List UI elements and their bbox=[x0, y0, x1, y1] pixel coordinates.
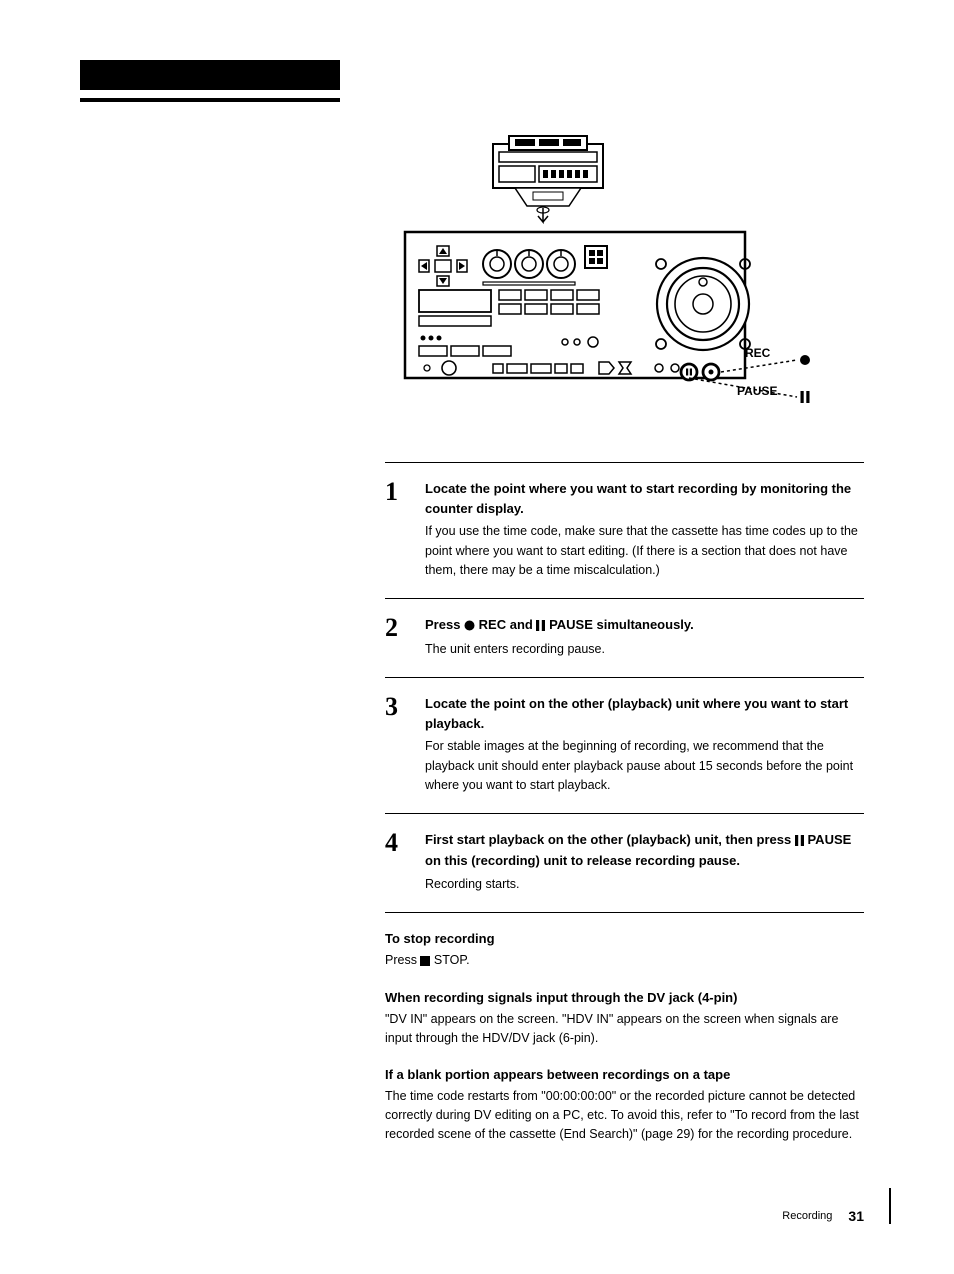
step-2: 2 Press REC and PAUSE simultaneously. Th… bbox=[385, 598, 864, 677]
post-section-stop: To stop recording Press STOP. bbox=[385, 931, 864, 971]
divider bbox=[385, 912, 864, 914]
step-text: Recording starts. bbox=[425, 875, 864, 894]
footer-edge-rule bbox=[889, 1188, 891, 1224]
step-title: Locate the point where you want to start… bbox=[425, 479, 864, 519]
step-text: For stable images at the beginning of re… bbox=[425, 737, 864, 795]
section-header-bar bbox=[80, 60, 340, 90]
step-number: 4 bbox=[385, 830, 413, 894]
post-section-blank: If a blank portion appears between recor… bbox=[385, 1067, 864, 1145]
step-text: If you use the time code, make sure that… bbox=[425, 522, 864, 580]
step-title: First start playback on the other (playb… bbox=[425, 830, 864, 871]
post-heading: If a blank portion appears between recor… bbox=[385, 1067, 864, 1082]
step-3: 3 Locate the point on the other (playbac… bbox=[385, 677, 864, 813]
footer-page-number: 31 bbox=[848, 1208, 864, 1224]
post-heading: To stop recording bbox=[385, 931, 864, 946]
post-section-dvin: When recording signals input through the… bbox=[385, 990, 864, 1049]
step-number: 2 bbox=[385, 615, 413, 659]
post-heading: When recording signals input through the… bbox=[385, 990, 864, 1005]
stop-icon bbox=[420, 952, 430, 971]
post-body: The time code restarts from "00:00:00:00… bbox=[385, 1087, 864, 1145]
step-text: The unit enters recording pause. bbox=[425, 640, 864, 659]
rec-callout-label: REC bbox=[745, 346, 770, 360]
device-diagram: REC PAUSE bbox=[385, 132, 864, 427]
step-4: 4 First start playback on the other (pla… bbox=[385, 813, 864, 912]
post-body: "DV IN" appears on the screen. "HDV IN" … bbox=[385, 1010, 864, 1049]
section-header-rule bbox=[80, 98, 340, 102]
post-body: Press STOP. bbox=[385, 951, 864, 971]
pause-button bbox=[681, 364, 697, 380]
rec-button bbox=[703, 364, 719, 380]
step-number: 3 bbox=[385, 694, 413, 795]
footer-section-label: Recording bbox=[782, 1210, 832, 1222]
pause-icon bbox=[795, 831, 804, 851]
step-title: Press REC and PAUSE simultaneously. bbox=[425, 615, 864, 636]
step-number: 1 bbox=[385, 479, 413, 580]
pause-callout-label: PAUSE bbox=[737, 384, 777, 398]
step-1: 1 Locate the point where you want to sta… bbox=[385, 462, 864, 598]
record-icon bbox=[464, 616, 475, 636]
left-margin-column bbox=[80, 132, 355, 1145]
step-title: Locate the point on the other (playback)… bbox=[425, 694, 864, 734]
page-footer: Recording 31 bbox=[782, 1208, 864, 1224]
